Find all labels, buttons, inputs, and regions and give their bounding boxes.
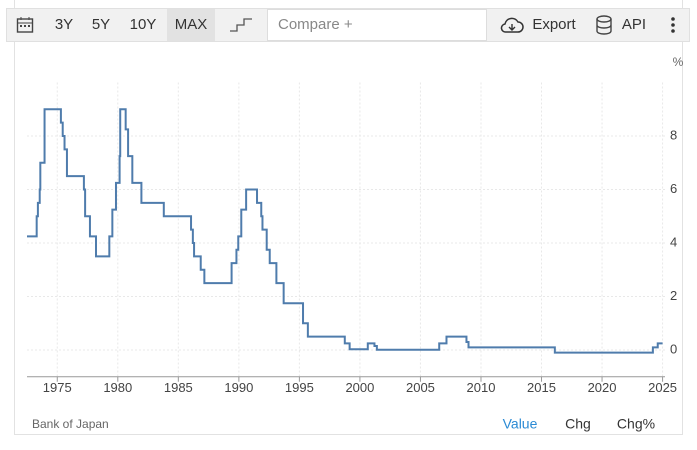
y-tick-label: 0 bbox=[670, 341, 677, 356]
export-button[interactable]: Export bbox=[532, 16, 576, 33]
calendar-icon[interactable] bbox=[16, 16, 34, 34]
frame bbox=[14, 0, 683, 435]
x-tick-label: 1975 bbox=[43, 380, 72, 395]
cloud-icon[interactable] bbox=[499, 16, 525, 34]
x-tick-label: 1980 bbox=[103, 380, 132, 395]
range-button[interactable]: 3Y bbox=[54, 16, 74, 33]
compare-input[interactable]: Compare + bbox=[267, 9, 487, 41]
x-tick-label: 1990 bbox=[224, 380, 253, 395]
data-line bbox=[27, 108, 663, 354]
y-unit: % bbox=[673, 55, 684, 69]
y-tick-label: 8 bbox=[670, 127, 677, 142]
chart-type-icon[interactable] bbox=[229, 17, 253, 33]
x-tick-label: 2000 bbox=[345, 380, 374, 395]
api-button[interactable]: API bbox=[621, 16, 647, 33]
y-tick-label: 4 bbox=[670, 234, 677, 249]
source: Bank of Japan bbox=[32, 417, 109, 431]
x-tick-label: 2005 bbox=[406, 380, 435, 395]
x-tick-label: 1995 bbox=[285, 380, 314, 395]
tab[interactable]: Chg% bbox=[617, 416, 655, 432]
y-tick-label: 2 bbox=[670, 288, 677, 303]
x-tick-label: 2015 bbox=[527, 380, 556, 395]
menu-icon[interactable] bbox=[669, 16, 677, 34]
toolbar: 3Y 5Y 10Y MAX Compare + Export API bbox=[6, 8, 690, 42]
x-tick-label: 1985 bbox=[164, 380, 193, 395]
x-tick-label: 2020 bbox=[588, 380, 617, 395]
y-tick-label: 6 bbox=[670, 181, 677, 196]
x-tick-label: 2010 bbox=[467, 380, 496, 395]
range-button-active[interactable]: MAX bbox=[167, 9, 215, 41]
x-tick-label: 2025 bbox=[648, 380, 677, 395]
tab[interactable]: Chg bbox=[565, 416, 591, 432]
range-button[interactable]: 10Y bbox=[129, 16, 157, 33]
range-button[interactable]: 5Y bbox=[91, 16, 111, 33]
database-icon[interactable] bbox=[595, 15, 613, 35]
tab-active[interactable]: Value bbox=[503, 416, 538, 432]
